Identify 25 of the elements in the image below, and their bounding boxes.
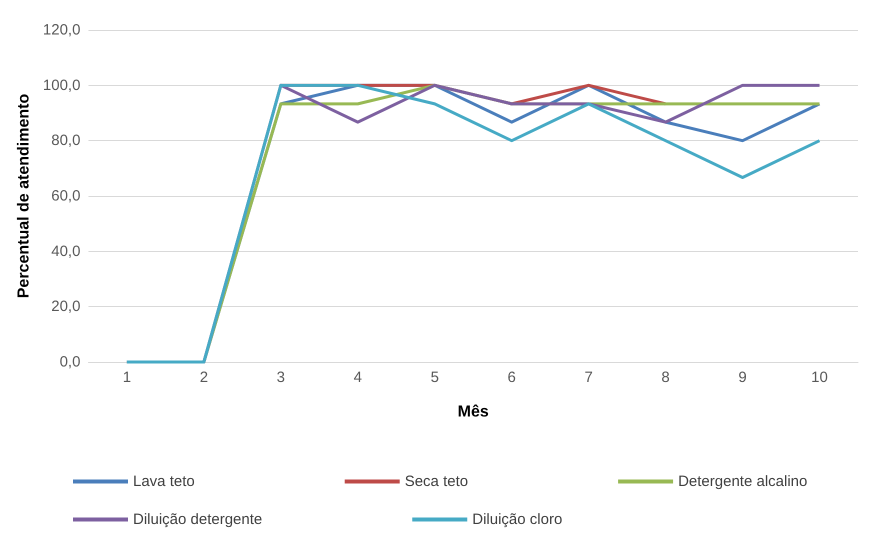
x-tick-label: 1 <box>122 369 132 386</box>
y-tick-label: 60,0 <box>51 188 80 204</box>
y-axis-title: Percentual de atendimento <box>16 94 32 298</box>
y-tick-label: 0,0 <box>60 354 80 370</box>
x-axis-title: Mês <box>458 404 489 420</box>
legend-label: Diluição detergente <box>133 511 262 528</box>
y-tick-label: 40,0 <box>51 242 80 260</box>
x-tick-label: 8 <box>661 369 670 386</box>
x-tick-label: 4 <box>354 369 362 386</box>
x-tick-label: 6 <box>508 369 516 386</box>
y-tick-label: 20,0 <box>51 298 80 316</box>
x-tick-label: 5 <box>430 369 439 386</box>
x-tick-label: 10 <box>811 369 828 386</box>
y-tick-label: 120,0 <box>42 22 80 38</box>
x-tick-label: 3 <box>276 369 285 386</box>
x-tick-label: 2 <box>200 369 208 386</box>
legend-label: Lava teto <box>133 473 195 490</box>
y-tick-label: 100,0 <box>42 76 80 94</box>
line-series <box>125 84 822 364</box>
legend-label: Diluição cloro <box>472 511 562 528</box>
legend-label: Detergente alcalino <box>678 473 808 490</box>
legend-label: Seca teto <box>404 473 468 490</box>
x-tick-label: 7 <box>584 369 593 386</box>
y-tick-label: 80,0 <box>51 132 80 150</box>
x-tick-label: 9 <box>738 369 747 386</box>
